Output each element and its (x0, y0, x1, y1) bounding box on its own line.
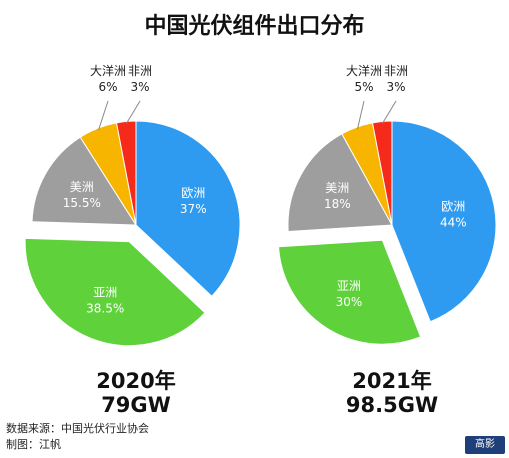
slice-value-0-3: 6% (98, 80, 117, 94)
slice-value-1-1: 30% (336, 295, 363, 309)
brand-logo: 高影 (465, 436, 505, 454)
pie-slice-0-0 (135, 120, 241, 297)
pie-slice-1-1 (278, 239, 422, 345)
slice-value-1-4: 3% (386, 80, 405, 94)
slice-value-0-1: 38.5% (86, 301, 124, 315)
slice-value-0-0: 37% (180, 202, 207, 216)
author-note: 制图：江帆 (6, 438, 61, 451)
pie-slice-0-4 (115, 120, 137, 226)
leader-line-1-4 (381, 100, 397, 124)
year-label-0: 2020年 (96, 369, 175, 393)
slice-name-1-3: 大洋洲 (346, 63, 382, 78)
slice-name-0-4: 非洲 (128, 64, 152, 78)
slice-value-0-4: 3% (130, 80, 149, 94)
pie-slice-1-4 (371, 120, 393, 226)
pie-slice-0-1 (24, 237, 206, 347)
total-label-1: 98.5GW (346, 393, 438, 417)
slice-value-1-3: 5% (354, 80, 373, 94)
source-note: 数据来源：中国光伏行业协会 (6, 422, 149, 435)
slice-name-0-2: 美洲 (70, 180, 94, 194)
slice-value-1-0: 44% (440, 215, 467, 229)
slice-name-1-1: 亚洲 (337, 279, 361, 293)
slice-name-1-2: 美洲 (325, 181, 349, 195)
slice-name-1-0: 欧洲 (441, 199, 465, 213)
leader-line-0-4 (125, 100, 141, 124)
leader-line-0-3 (98, 100, 109, 131)
chart-title: 中国光伏组件出口分布 (144, 14, 365, 39)
total-label-0: 79GW (101, 393, 171, 417)
slice-name-0-0: 欧洲 (181, 186, 205, 200)
pie-slice-1-0 (391, 120, 497, 323)
slice-name-0-3: 大洋洲 (90, 63, 126, 78)
slice-name-0-1: 亚洲 (93, 285, 117, 299)
leader-line-1-3 (356, 100, 365, 130)
year-label-1: 2021年 (352, 369, 431, 393)
slice-value-0-2: 15.5% (63, 196, 101, 210)
slice-name-1-4: 非洲 (384, 64, 408, 78)
pie-slice-0-2 (31, 136, 137, 226)
pie-slice-1-2 (287, 133, 393, 233)
slice-value-1-2: 18% (324, 197, 351, 211)
